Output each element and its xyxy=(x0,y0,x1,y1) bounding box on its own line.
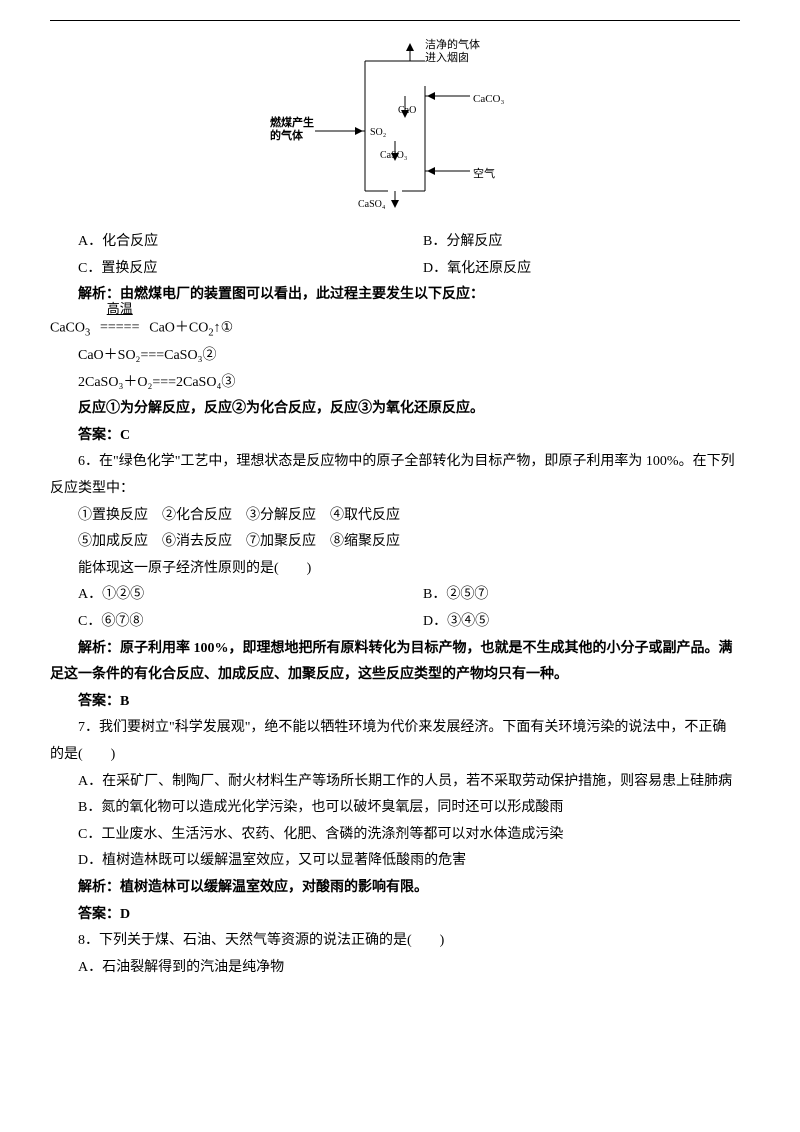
q5-answer: 答案：C xyxy=(50,423,740,450)
q6-line2: ⑤加成反应 ⑥消去反应 ⑦加聚反应 ⑧缩聚反应 xyxy=(50,529,740,556)
q7-optC: C．工业废水、生活污水、农药、化肥、含磷的洗涤剂等都可以对水体造成污染 xyxy=(50,822,740,849)
q5-options-row1: A．化合反应 B．分解反应 xyxy=(50,229,740,256)
q6-options-row1: A．①②⑤ B．②⑤⑦ xyxy=(50,582,740,609)
q5-explain-tail: 反应①为分解反应，反应②为化合反应，反应③为氧化还原反应。 xyxy=(50,396,740,423)
q6-optD: D．③④⑤ xyxy=(395,609,740,636)
q5-optA: A．化合反应 xyxy=(50,229,395,256)
q5-explain-head: 解析：由燃煤电厂的装置图可以看出，此过程主要发生以下反应： xyxy=(50,282,740,309)
q5-eq3: 2CaSO₃＋O₂===2CaSO₄③ xyxy=(50,370,740,397)
q5-eq2: CaO＋SO₂===CaSO₃② xyxy=(50,343,740,370)
diagram-container: 洁净的气体 进入烟囱 CaCO₃ CaO SO₂ 燃煤产生 的气体 CaSO₃ … xyxy=(50,41,740,211)
diagram-label-caso4: CaSO₄ xyxy=(358,195,385,214)
process-diagram: 洁净的气体 进入烟囱 CaCO₃ CaO SO₂ 燃煤产生 的气体 CaSO₃ … xyxy=(270,41,520,211)
q5-optC: C．置换反应 xyxy=(50,256,395,283)
diagram-label-caso3: CaSO₃ xyxy=(380,146,407,165)
q5-eq1: CaCO3 高温 ===== CaO＋CO2↑① xyxy=(50,315,740,343)
q6-optB: B．②⑤⑦ xyxy=(395,582,740,609)
q7-explain: 解析：植树造林可以缓解温室效应，对酸雨的影响有限。 xyxy=(50,875,740,902)
q5-optB: B．分解反应 xyxy=(395,229,740,256)
q6-optC: C．⑥⑦⑧ xyxy=(50,609,395,636)
q6-optA: A．①②⑤ xyxy=(50,582,395,609)
diagram-label-left: 燃煤产生 的气体 xyxy=(270,117,314,143)
q5-options-row2: C．置换反应 D．氧化还原反应 xyxy=(50,256,740,283)
eq1-cond-label: 高温 xyxy=(94,297,146,322)
q8-stem: 8．下列关于煤、石油、天然气等资源的说法正确的是( ) xyxy=(50,928,740,955)
q7-optD: D．植树造林既可以缓解温室效应，又可以显著降低酸雨的危害 xyxy=(50,848,740,875)
q6-stem2: 能体现这一原子经济性原则的是( ) xyxy=(50,556,740,583)
eq1-left: CaCO xyxy=(50,320,85,335)
eq1-condition: 高温 ===== xyxy=(94,315,146,342)
diagram-label-caco3: CaCO₃ xyxy=(473,89,504,110)
q8-optA: A．石油裂解得到的汽油是纯净物 xyxy=(50,955,740,982)
q7-answer: 答案：D xyxy=(50,902,740,929)
q6-line1: ①置换反应 ②化合反应 ③分解反应 ④取代反应 xyxy=(50,503,740,530)
diagram-label-so2: SO₂ xyxy=(370,123,386,142)
eq1-right: CaO＋CO xyxy=(149,320,208,335)
page-top-rule xyxy=(50,20,740,21)
q7-optB: B．氮的氧化物可以造成光化学污染，也可以破坏臭氧层，同时还可以形成酸雨 xyxy=(50,795,740,822)
eq1-tail: ↑① xyxy=(214,320,234,335)
q7-stem: 7．我们要树立"科学发展观"，绝不能以牺牲环境为代价来发展经济。下面有关环境污染… xyxy=(50,715,740,768)
q6-options-row2: C．⑥⑦⑧ D．③④⑤ xyxy=(50,609,740,636)
q6-explain: 解析：原子利用率 100%，即理想地把所有原料转化为目标产物，也就是不生成其他的… xyxy=(50,636,740,689)
diagram-label-air: 空气 xyxy=(473,164,495,185)
q6-stem1: 6．在"绿色化学"工艺中，理想状态是反应物中的原子全部转化为目标产物，即原子利用… xyxy=(50,449,740,502)
q6-answer: 答案：B xyxy=(50,689,740,716)
diagram-label-top: 洁净的气体 进入烟囱 xyxy=(425,39,480,65)
q7-optA: A．在采矿厂、制陶厂、耐火材料生产等场所长期工作的人员，若不采取劳动保护措施，则… xyxy=(50,769,740,796)
q5-optD: D．氧化还原反应 xyxy=(395,256,740,283)
eq1-sub3: 3 xyxy=(85,327,90,338)
diagram-label-cao: CaO xyxy=(398,101,416,120)
